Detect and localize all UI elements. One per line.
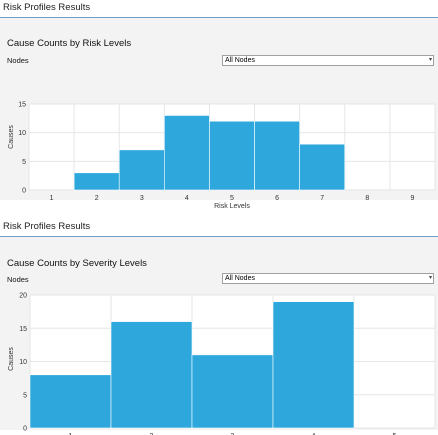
severity-levels-chart: 0510152012345 Causes bbox=[8, 293, 436, 435]
y-tick-label: 5 bbox=[22, 159, 26, 166]
panel-body: Cause Counts by Severity Levels Nodes Al… bbox=[0, 237, 438, 435]
y-tick-label: 0 bbox=[23, 426, 27, 433]
chevron-down-icon[interactable]: ▾ bbox=[428, 57, 432, 63]
x-tick-label: 6 bbox=[275, 195, 279, 202]
y-tick-label: 15 bbox=[19, 326, 27, 333]
x-tick-label: 1 bbox=[50, 195, 54, 202]
x-tick-label: 5 bbox=[230, 195, 234, 202]
bar[interactable] bbox=[209, 120, 255, 191]
y-tick-label: 0 bbox=[22, 188, 26, 195]
x-tick-label: 2 bbox=[95, 195, 99, 202]
y-tick-label: 20 bbox=[19, 293, 27, 300]
panel-header: Risk Profiles Results bbox=[0, 219, 438, 237]
bar[interactable] bbox=[118, 149, 165, 191]
nodes-select-value: All Nodes bbox=[225, 57, 255, 64]
bar[interactable] bbox=[29, 374, 112, 429]
panel-title: Risk Profiles Results bbox=[3, 221, 91, 232]
nodes-select[interactable]: All Nodes ▾ bbox=[222, 273, 434, 284]
bar[interactable] bbox=[299, 143, 346, 191]
x-axis-label: Risk Levels bbox=[214, 203, 250, 210]
risk-levels-chart: 0 5 10 15 1 2 3 4 5 6 7 8 9 Causes Risk Levels bbox=[8, 102, 436, 210]
severity-levels-panel: Risk Profiles Results Cause Counts by Se… bbox=[0, 219, 438, 435]
x-tick-label: 4 bbox=[185, 195, 189, 202]
bar[interactable] bbox=[73, 172, 120, 191]
nodes-label: Nodes bbox=[7, 56, 29, 65]
y-tick-label: 15 bbox=[18, 102, 26, 109]
bar[interactable] bbox=[110, 321, 193, 429]
panel-body: Cause Counts by Risk Levels Nodes All No… bbox=[0, 18, 438, 210]
y-tick-label: 10 bbox=[18, 130, 26, 137]
x-tick-label: 3 bbox=[140, 195, 144, 202]
chevron-down-icon[interactable]: ▾ bbox=[428, 275, 432, 281]
y-tick-label: 5 bbox=[23, 392, 27, 399]
panel-header: Risk Profiles Results bbox=[0, 0, 438, 18]
x-tick-label: 9 bbox=[410, 195, 414, 202]
x-tick-label: 8 bbox=[365, 195, 369, 202]
nodes-select-value: All Nodes bbox=[225, 275, 255, 282]
bar[interactable] bbox=[164, 115, 210, 191]
nodes-label: Nodes bbox=[7, 275, 29, 284]
x-tick-label: 7 bbox=[320, 195, 324, 202]
bar[interactable] bbox=[254, 120, 300, 191]
chart-title: Cause Counts by Severity Levels bbox=[7, 258, 147, 269]
y-axis-label: Causes bbox=[8, 347, 15, 371]
risk-levels-panel: Risk Profiles Results Cause Counts by Ri… bbox=[0, 0, 438, 210]
bar[interactable] bbox=[272, 301, 355, 429]
y-tick-label: 10 bbox=[19, 359, 27, 366]
panel-title: Risk Profiles Results bbox=[3, 2, 91, 13]
nodes-select[interactable]: All Nodes ▾ bbox=[222, 55, 434, 66]
chart-title: Cause Counts by Risk Levels bbox=[7, 38, 132, 49]
bar[interactable] bbox=[191, 354, 274, 429]
y-axis-label: Causes bbox=[8, 125, 15, 149]
